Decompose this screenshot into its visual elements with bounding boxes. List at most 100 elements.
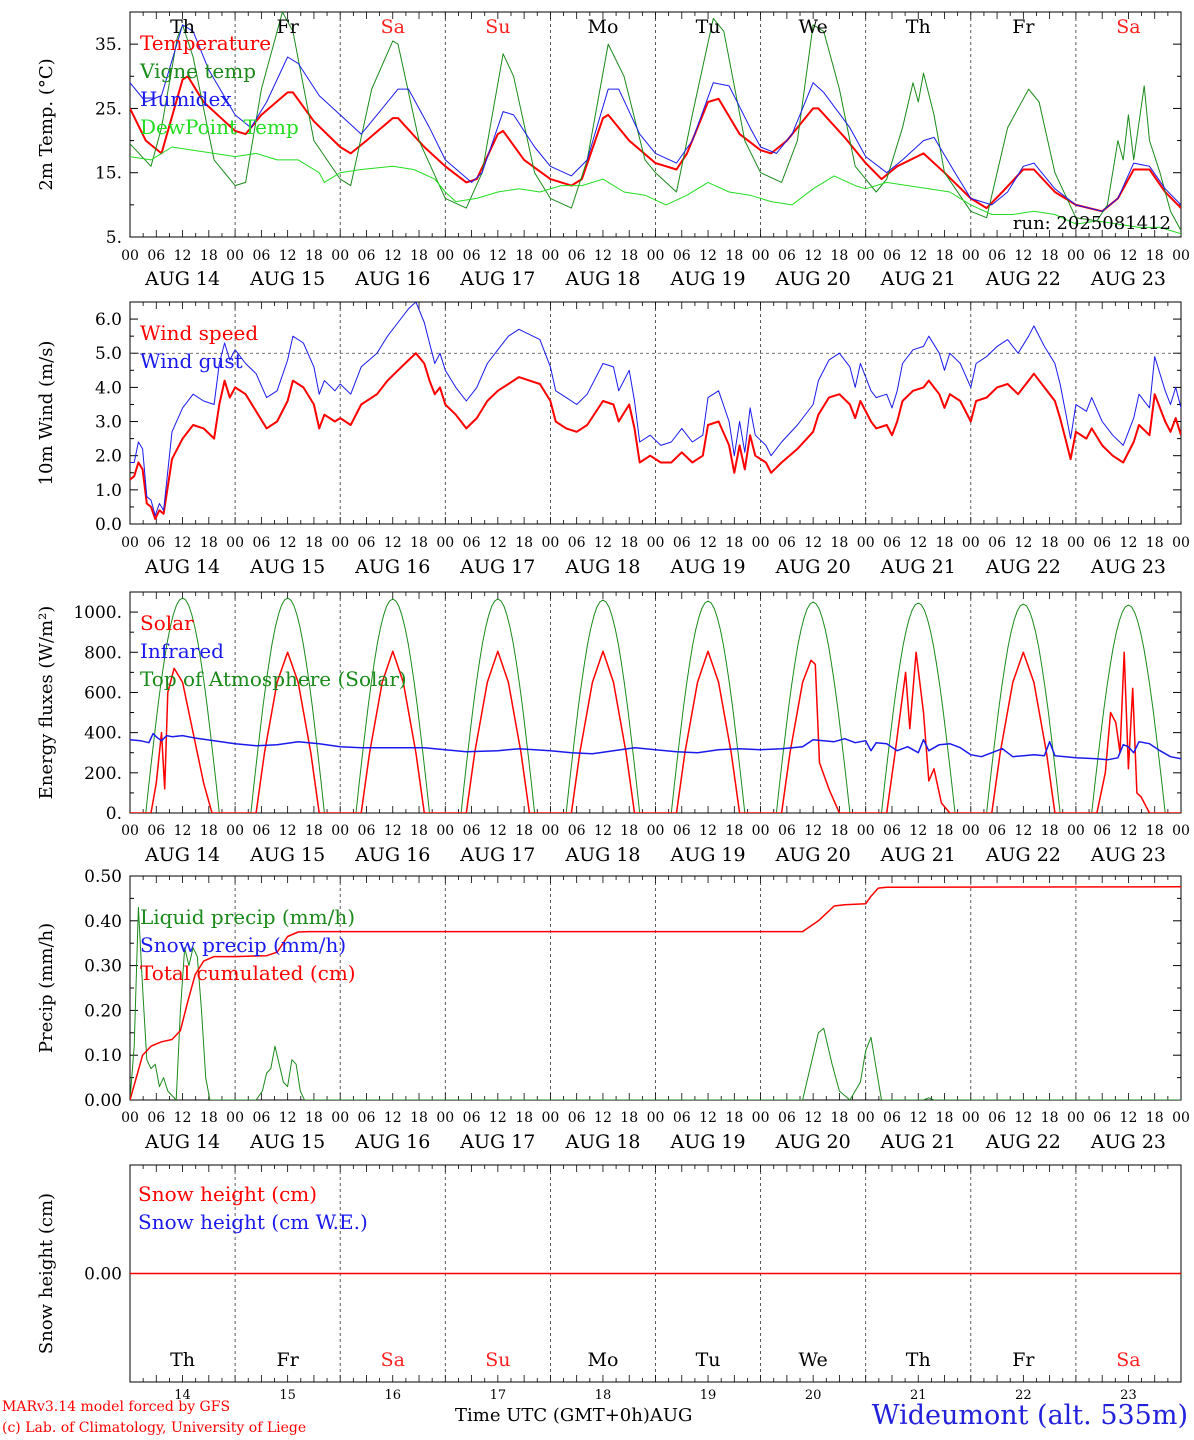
series-line-humidex [130,24,1181,212]
hour-tick-label: 06 [1093,823,1111,839]
date-label: AUG 23 [1090,556,1166,578]
day-number: 22 [1015,1388,1032,1403]
day-name: Tu [696,1349,721,1371]
hour-tick-label: 06 [463,248,481,264]
y-tick-label: 400. [84,724,122,744]
hour-tick-label: 00 [752,1110,770,1126]
date-label: AUG 16 [354,268,430,290]
y-tick-label: 5.0 [95,344,122,364]
hour-tick-label: 06 [568,535,586,551]
day-number: 19 [700,1388,717,1403]
y-tick-label: 6.0 [95,310,122,330]
date-label: AUG 17 [459,1131,535,1153]
day-number: 20 [805,1388,822,1403]
hour-tick-label: 12 [489,823,507,839]
date-label: AUG 14 [144,844,220,866]
y-tick-label: 0.10 [84,1046,122,1066]
hour-tick-label: 00 [647,248,665,264]
hour-tick-label: 18 [936,248,954,264]
hour-tick-label: 12 [594,1110,612,1126]
hour-tick-label: 00 [1067,535,1085,551]
day-name: Mo [587,16,618,38]
day-name: We [799,1349,828,1371]
hour-tick-label: 12 [1014,535,1032,551]
day-name: Sa [381,16,405,38]
hour-tick-label: 00 [962,248,980,264]
y-tick-label: 800. [84,643,122,663]
series-line-temperature [130,75,1181,213]
day-name: Su [485,16,510,38]
day-name: We [799,16,828,38]
day-number: 18 [595,1388,612,1403]
hour-tick-label: 18 [200,535,218,551]
date-label: AUG 23 [1090,844,1166,866]
hour-tick-label: 18 [725,535,743,551]
series-group [130,597,1181,813]
hour-tick-label: 06 [883,1110,901,1126]
date-label: AUG 19 [669,1131,745,1153]
hour-tick-label: 06 [358,248,376,264]
hour-tick-label: 12 [174,535,192,551]
date-label: AUG 15 [249,268,325,290]
hour-tick-label: 12 [909,823,927,839]
hour-tick-label: 06 [988,248,1006,264]
day-name: Fr [1012,1349,1035,1371]
hour-tick-label: 18 [305,1110,323,1126]
hour-tick-label: 00 [226,1110,244,1126]
series-line-dewpoint-temp [130,146,1181,235]
date-label: AUG 18 [564,1131,640,1153]
hour-tick-label: 00 [962,1110,980,1126]
hour-tick-label: 00 [647,823,665,839]
hour-tick-label: 00 [1172,1110,1190,1126]
hour-tick-label: 00 [226,248,244,264]
hour-tick-label: 12 [279,1110,297,1126]
hour-tick-label: 06 [358,535,376,551]
hour-tick-label: 06 [883,823,901,839]
hour-tick-label: 18 [1041,823,1059,839]
date-label: AUG 20 [775,556,851,578]
series-line-solar [130,650,1181,813]
panel-5: 0.00 Snow height (cm) Snow height (cm) Snow… [36,1164,1182,1403]
hour-tick-label: 12 [804,1110,822,1126]
y-tick-label: 35. [95,35,122,55]
hour-tick-label: 00 [541,1110,559,1126]
hour-tick-label: 00 [541,535,559,551]
hour-tick-label: 18 [725,248,743,264]
hour-tick-label: 18 [620,1110,638,1126]
date-label: AUG 23 [1090,1131,1166,1153]
hour-tick-label: 18 [831,248,849,264]
y-tick-label: 0.30 [84,957,122,977]
hour-tick-label: 18 [831,1110,849,1126]
panel-1: 5. 15. 25. 35. 2m Temp. (°C) Temperature Vigne… [36,11,1190,290]
hour-tick-label: 06 [147,1110,165,1126]
day-name: Th [170,16,195,38]
hour-tick-label: 06 [463,535,481,551]
hour-tick-label: 00 [541,248,559,264]
legend-entry: Top of Atmosphere (Solar) [140,667,407,691]
date-label: AUG 15 [249,556,325,578]
date-label: AUG 15 [249,1131,325,1153]
day-number: 14 [174,1388,191,1403]
hour-tick-label: 12 [909,248,927,264]
hour-tick-label: 18 [725,823,743,839]
hour-tick-label: 12 [489,1110,507,1126]
legend-entry: Total cumulated (cm) [140,961,356,985]
hour-tick-label: 12 [384,1110,402,1126]
day-name: Th [906,1349,931,1371]
y-axis-label: 2m Temp. (°C) [36,58,57,190]
hour-tick-label: 06 [252,823,270,839]
series-line-vigne-temp [130,12,1181,231]
hour-tick-label: 06 [568,1110,586,1126]
legend-entry: Snow precip (mm/h) [140,933,346,957]
date-label: AUG 16 [354,844,430,866]
day-name: Mo [587,1349,618,1371]
hour-tick-label: 00 [1067,248,1085,264]
hour-tick-label: 12 [909,535,927,551]
hour-tick-label: 06 [252,248,270,264]
date-label: AUG 23 [1090,268,1166,290]
legend-entry: Snow height (cm) [138,1182,317,1206]
hour-tick-label: 06 [673,248,691,264]
hour-tick-label: 06 [778,823,796,839]
y-tick-label: 1000. [73,603,122,623]
legend-entry: Liquid precip (mm/h) [140,905,355,929]
